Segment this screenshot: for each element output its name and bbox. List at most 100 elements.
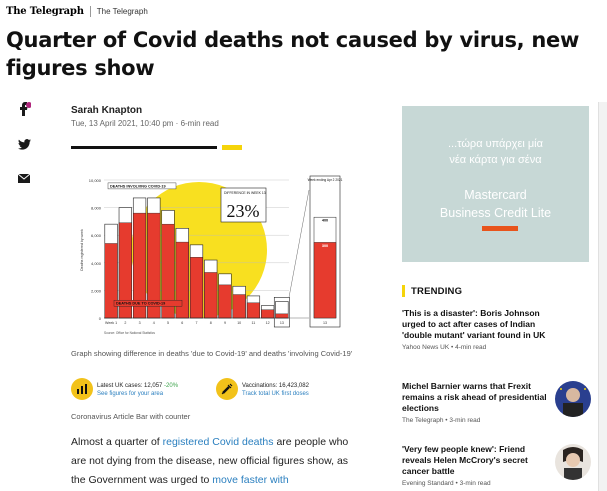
cases-change: -20% [164, 383, 179, 389]
chart-icon [71, 378, 93, 400]
x-tick-label: 8 [210, 321, 212, 325]
trending-thumbnail[interactable] [555, 444, 591, 480]
byline-rule-accent [222, 145, 242, 150]
top-bar: The Telegraph The Telegraph [0, 0, 607, 22]
ad-product-line2: Business Credit Lite [439, 206, 552, 220]
trending-header: TRENDING [402, 285, 462, 297]
cases-link[interactable]: See figures for your area [97, 391, 164, 397]
bar-due [104, 243, 118, 319]
publish-date: Tue, 13 April 2021, 10:40 pm [71, 119, 174, 128]
zoom-line [288, 189, 310, 298]
inset-label: Week ending Apr 2 2021 [308, 178, 343, 182]
x-tick-label: 4 [153, 321, 155, 325]
read-time: 6-min read [180, 119, 219, 128]
y-tick-label: 10,000 [89, 178, 102, 183]
legend-box-due [113, 299, 183, 307]
twitter-icon[interactable] [16, 136, 32, 152]
cases-widget[interactable]: Latest UK cases: 12,057 -20% See figures… [71, 378, 216, 404]
trending-item[interactable]: 'Very few people knew': Friend reveals H… [402, 444, 602, 487]
chart-caption: Graph showing difference in deaths 'due … [71, 349, 353, 358]
email-icon[interactable] [16, 170, 32, 186]
x-tick-label: 7 [196, 321, 198, 325]
ad-product-line1: Mastercard [464, 188, 527, 202]
y-tick-label: 2,000 [91, 288, 102, 293]
x-tick-label: 13 [280, 321, 284, 325]
legend-due: DEATHS DUE TO COVID-19 [116, 302, 165, 306]
author-name[interactable]: Sarah Knapton [71, 105, 143, 116]
trending-headline[interactable]: Michel Barnier warns that Frexit remains… [402, 381, 547, 413]
ad-tagline-line2: νέα κάρτα για σένα [449, 154, 542, 166]
advertisement[interactable]: ...τώρα υπάρχει μία νέα κάρτα για σένα M… [402, 106, 589, 262]
inset-value-due: 300 [322, 244, 328, 248]
y-tick-label: 8,000 [91, 206, 102, 211]
inset-category: 13 [323, 321, 327, 325]
article-headline: Quarter of Covid deaths not caused by vi… [6, 28, 580, 80]
read-time: 3-min read [459, 480, 491, 487]
x-tick-label: 9 [224, 321, 226, 325]
trending-source: The Telegraph • 3-min read [402, 417, 481, 424]
x-tick-label: 11 [252, 321, 256, 325]
vacc-label: Vaccinations: 16,423,082 [242, 383, 309, 389]
annotation-box [220, 187, 267, 223]
inset-value-involving: 400 [322, 219, 328, 223]
facebook-icon[interactable] [16, 101, 32, 117]
dateline: Tue, 13 April 2021, 10:40 pm · 6-min rea… [71, 119, 219, 128]
coronavirus-info-bar: Latest UK cases: 12,057 -20% See figures… [71, 378, 361, 404]
y-axis-label: Deaths registered by week [80, 229, 84, 271]
covid-deaths-chart[interactable]: 10,000 8,000 6,000 4,000 2,000 0 Deaths regist… [74, 170, 349, 338]
x-tick-label: 2 [124, 321, 126, 325]
source-name: Yahoo News UK [402, 344, 450, 351]
article-bar-label: Coronavirus Article Bar with counter [71, 412, 191, 421]
trending-thumbnail[interactable] [555, 381, 591, 417]
y-tick-label: 0 [99, 316, 102, 321]
trending-item[interactable]: Michel Barnier warns that Frexit remains… [402, 381, 602, 424]
dot-separator: · [175, 119, 181, 128]
cases-label: Latest UK cases: 12,057 [97, 383, 163, 389]
body-text: are people who are not dying from the di… [71, 436, 349, 486]
ad-tagline: ...τώρα υπάρχει μία νέα κάρτα για σένα [402, 136, 589, 168]
bar-due [232, 294, 246, 319]
x-tick-label: 12 [266, 321, 270, 325]
x-tick-label: 5 [167, 321, 169, 325]
telegraph-logo[interactable]: The Telegraph [6, 5, 84, 17]
trending-item[interactable]: 'This is a disaster': Boris Johnson urge… [402, 308, 602, 351]
source-name: Evening Standard [402, 480, 454, 487]
scrollbar[interactable] [598, 102, 607, 491]
move-faster-link[interactable]: move faster with [212, 474, 289, 486]
legend-involving: DEATHS INVOLVING COVID-19 [110, 184, 166, 188]
bar-due [246, 302, 260, 319]
inset-bar-due [313, 242, 337, 319]
vacc-link[interactable]: Track total UK first doses [242, 391, 309, 397]
x-tick-label: 3 [139, 321, 141, 325]
read-time: 3-min read [449, 417, 481, 424]
x-tick-label: Week 1 [105, 321, 117, 325]
site-name[interactable]: The Telegraph [96, 6, 148, 16]
syringe-icon [216, 378, 238, 400]
trending-headline[interactable]: 'Very few people knew': Friend reveals H… [402, 444, 528, 476]
bar-due [261, 309, 275, 319]
ad-tagline-line1: ...τώρα υπάρχει μία [447, 138, 543, 150]
annotation-value: 23% [227, 201, 260, 221]
trending-accent [402, 285, 405, 297]
bar-due [175, 241, 189, 319]
source-name: The Telegraph [402, 417, 444, 424]
registered-deaths-link[interactable]: registered Covid deaths [162, 436, 274, 448]
read-time: 4-min read [455, 344, 487, 351]
annotation-label: DIFFERENCE IN WEEK 13 [224, 191, 266, 195]
y-tick-label: 4,000 [91, 261, 102, 266]
bar-due [189, 257, 204, 319]
body-text: Almost a quarter of [71, 436, 163, 448]
byline-rule [71, 146, 217, 149]
x-tick-label: 10 [237, 321, 241, 325]
bar-due [204, 272, 218, 319]
chart-svg: 10,000 8,000 6,000 4,000 2,000 0 Deaths regist… [80, 175, 343, 335]
ad-cta-button[interactable] [482, 226, 518, 231]
legend-box-involving [107, 182, 177, 190]
trending-source: Yahoo News UK • 4-min read [402, 344, 487, 351]
x-tick-label: 6 [181, 321, 183, 325]
divider [89, 5, 91, 17]
ad-product: Mastercard Business Credit Lite [402, 186, 589, 222]
article-body: Almost a quarter of registered Covid dea… [71, 433, 361, 490]
trending-headline[interactable]: 'This is a disaster': Boris Johnson urge… [402, 308, 546, 340]
vaccination-widget[interactable]: Vaccinations: 16,423,082 Track total UK … [216, 378, 361, 404]
